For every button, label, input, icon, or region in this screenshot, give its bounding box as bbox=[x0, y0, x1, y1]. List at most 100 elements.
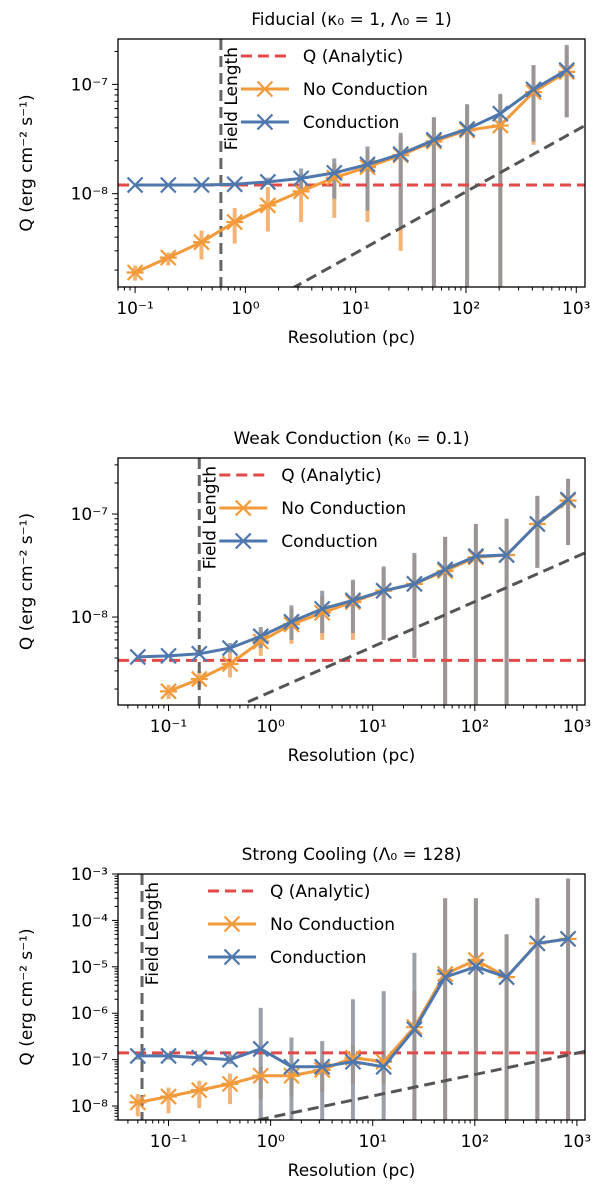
data-point-conduction bbox=[436, 968, 454, 986]
y-axis-label: Q (erg cm⁻² s⁻¹) bbox=[17, 928, 37, 1065]
plot-frame bbox=[117, 38, 586, 288]
marker-stroke bbox=[492, 105, 509, 122]
data-point-conduction bbox=[425, 131, 443, 149]
field-length-label: Field Length bbox=[222, 47, 242, 150]
data-point-conduction bbox=[292, 170, 310, 187]
data-point-conduction bbox=[375, 1058, 392, 1076]
data-point-conduction bbox=[126, 176, 144, 194]
chart-title: Weak Conduction (κ₀ = 0.1) bbox=[233, 429, 469, 449]
marker-stroke bbox=[406, 575, 423, 593]
data-point-conduction bbox=[458, 120, 476, 138]
data-point-conduction bbox=[558, 61, 575, 79]
x-tick-label: 10³ bbox=[563, 717, 591, 737]
x-tick-label: 10¹ bbox=[341, 299, 369, 319]
y-tick-label: 10⁻⁸ bbox=[71, 608, 109, 628]
data-point-no-conduction bbox=[129, 1094, 147, 1111]
legend-label: Q (Analytic) bbox=[270, 882, 370, 902]
field-length-label: Field Length bbox=[200, 466, 220, 569]
series-line-conduction bbox=[135, 68, 568, 187]
marker-stroke bbox=[529, 935, 546, 952]
x-tick-label: 10⁰ bbox=[256, 717, 285, 737]
data-point-conduction bbox=[221, 639, 239, 657]
data-point-conduction bbox=[498, 968, 515, 986]
marker-stroke bbox=[375, 1058, 392, 1076]
legend-label: Conduction bbox=[281, 532, 378, 552]
legend-label: Conduction bbox=[270, 948, 367, 968]
data-point-no-conduction bbox=[292, 183, 310, 200]
data-point-no-conduction bbox=[221, 1075, 239, 1093]
data-point-conduction bbox=[525, 81, 542, 98]
data-point-conduction bbox=[190, 1049, 208, 1066]
reference-scaling-line bbox=[257, 1049, 585, 1120]
marker-stroke bbox=[221, 1051, 239, 1068]
legend-label: Conduction bbox=[303, 113, 400, 133]
data-point-conduction bbox=[559, 491, 577, 508]
data-point-conduction bbox=[160, 176, 177, 194]
data-point-conduction bbox=[283, 1058, 300, 1076]
y-tick-label: 10⁻⁸ bbox=[71, 185, 109, 205]
marker-stroke bbox=[190, 645, 208, 663]
y-tick-label: 10⁻⁵ bbox=[71, 958, 108, 978]
marker-stroke bbox=[283, 1058, 300, 1076]
data-point-conduction bbox=[226, 175, 243, 193]
marker-stroke bbox=[129, 648, 147, 666]
marker-stroke bbox=[467, 547, 485, 565]
x-tick-label: 10¹ bbox=[358, 717, 386, 737]
y-tick-label: 10⁻⁴ bbox=[71, 911, 109, 931]
marker-stroke bbox=[458, 120, 476, 138]
marker-stroke bbox=[436, 968, 454, 986]
marker-stroke bbox=[226, 175, 243, 193]
data-point-conduction bbox=[283, 613, 300, 631]
x-tick-label: 10¹ bbox=[358, 1132, 386, 1152]
data-point-no-conduction bbox=[226, 213, 244, 231]
data-point-no-conduction bbox=[160, 683, 178, 700]
legend-label: Q (Analytic) bbox=[281, 466, 381, 486]
data-point-conduction bbox=[359, 156, 376, 173]
legend-marker bbox=[234, 532, 252, 550]
marker-stroke bbox=[344, 592, 362, 609]
legend: Q (Analytic) No Conduction Conduction bbox=[219, 466, 406, 552]
y-axis-label: Q (erg cm⁻² s⁻¹) bbox=[17, 94, 37, 231]
plot-frame bbox=[117, 873, 586, 1121]
data-point-no-conduction bbox=[160, 1088, 178, 1105]
data-point-conduction bbox=[467, 958, 485, 976]
panel-weak-conduction: Field Length 10⁻¹ 10⁰ 10¹ 10² 10³ 10⁻⁸ 10⁻⁷ Weak… bbox=[17, 429, 591, 766]
marker-stroke bbox=[126, 176, 144, 194]
reference-scaling-line bbox=[247, 551, 585, 704]
data-point-no-conduction bbox=[491, 117, 509, 134]
data-point-conduction bbox=[344, 1053, 362, 1071]
data-point-conduction bbox=[406, 575, 423, 593]
legend-marker bbox=[256, 80, 274, 98]
marker-stroke bbox=[392, 145, 409, 163]
data-point-no-conduction bbox=[259, 197, 277, 214]
marker-stroke bbox=[326, 164, 343, 182]
reference-scaling-line bbox=[291, 124, 585, 287]
marker-stroke bbox=[160, 647, 177, 665]
x-axis-label: Resolution (pc) bbox=[288, 1161, 416, 1181]
data-point-conduction bbox=[344, 592, 362, 609]
marker-stroke bbox=[190, 1049, 208, 1066]
marker-stroke bbox=[313, 600, 331, 618]
x-axis-label: Resolution (pc) bbox=[288, 746, 416, 766]
marker-stroke bbox=[406, 1021, 423, 1038]
data-point-no-conduction bbox=[190, 670, 208, 688]
legend-marker bbox=[223, 948, 241, 966]
plot-area bbox=[118, 458, 585, 705]
x-tick-label: 10³ bbox=[563, 1132, 591, 1152]
legend-label: Q (Analytic) bbox=[303, 47, 403, 67]
y-tick-label: 10⁻⁸ bbox=[71, 1097, 109, 1117]
data-point-conduction bbox=[529, 935, 546, 952]
data-point-conduction bbox=[326, 164, 343, 182]
legend-marker bbox=[223, 915, 241, 933]
y-tick-label: 10⁻⁷ bbox=[71, 1051, 109, 1071]
marker-stroke bbox=[129, 1047, 147, 1065]
legend-marker bbox=[234, 499, 252, 517]
data-point-conduction bbox=[252, 1040, 270, 1058]
marker-stroke bbox=[375, 582, 392, 600]
x-tick-label: 10⁻¹ bbox=[150, 717, 187, 737]
marker-stroke bbox=[252, 628, 270, 645]
y-tick-label: 10⁻⁷ bbox=[71, 75, 109, 95]
data-point-conduction bbox=[221, 1051, 239, 1068]
x-tick-label: 10⁻¹ bbox=[116, 299, 153, 319]
y-tick-label: 10⁻³ bbox=[71, 865, 108, 885]
